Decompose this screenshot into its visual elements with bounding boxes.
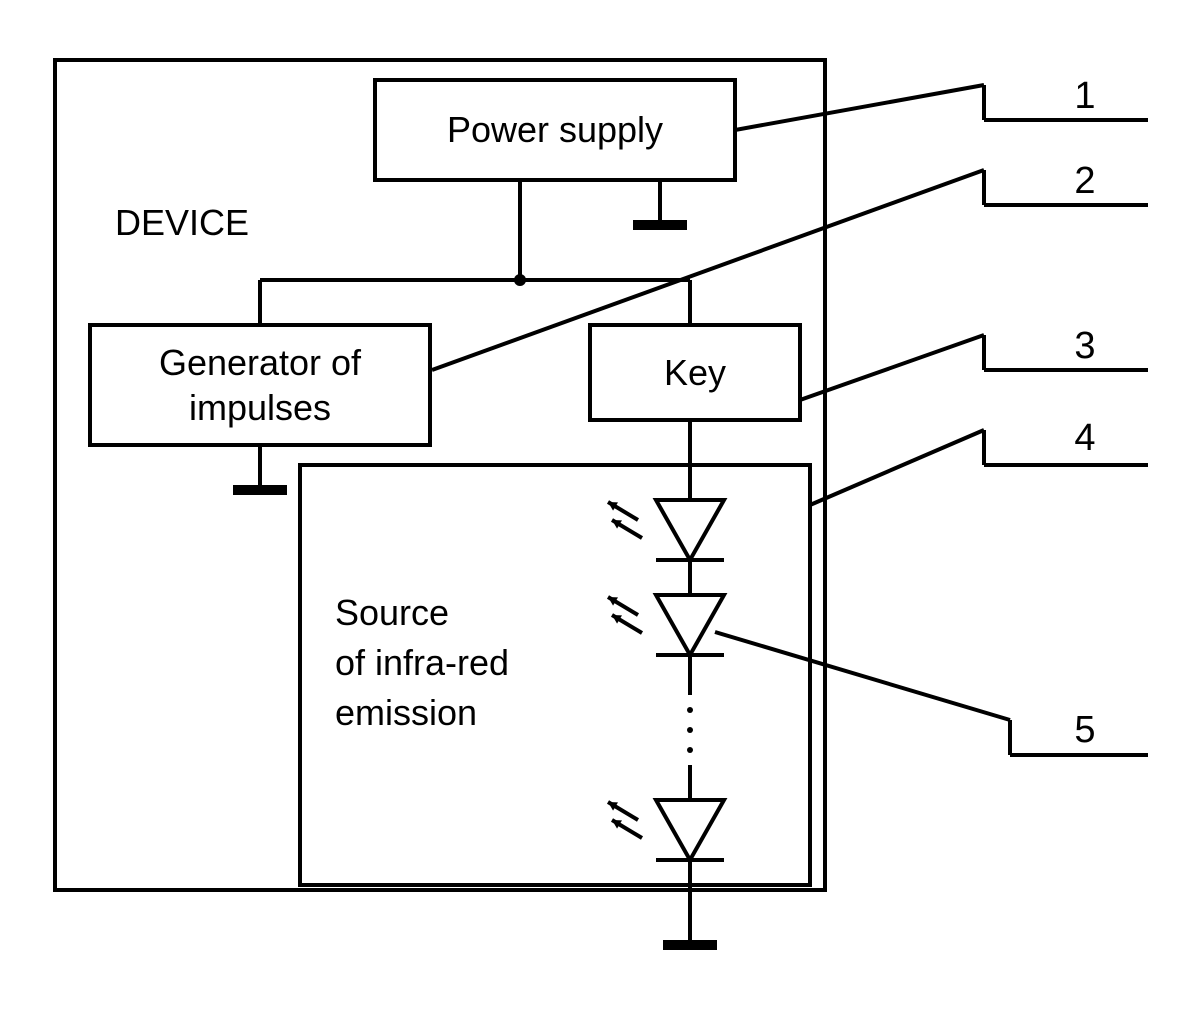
svg-text:Key: Key bbox=[664, 352, 726, 393]
svg-text:5: 5 bbox=[1074, 709, 1095, 751]
svg-text:1: 1 bbox=[1074, 75, 1095, 117]
svg-text:Power supply: Power supply bbox=[447, 109, 663, 150]
svg-text:impulses: impulses bbox=[189, 387, 331, 428]
svg-text:Generator of: Generator of bbox=[159, 342, 362, 383]
svg-text:of infra-red: of infra-red bbox=[335, 642, 509, 683]
svg-text:Source: Source bbox=[335, 592, 449, 633]
svg-text:4: 4 bbox=[1074, 417, 1095, 459]
svg-text:emission: emission bbox=[335, 692, 477, 733]
block-diagram: DEVICE Power supply Generator ofimpulses Ke… bbox=[0, 0, 1188, 1029]
svg-text:3: 3 bbox=[1074, 325, 1095, 367]
svg-text:2: 2 bbox=[1074, 160, 1095, 202]
svg-text:DEVICE: DEVICE bbox=[115, 202, 249, 243]
